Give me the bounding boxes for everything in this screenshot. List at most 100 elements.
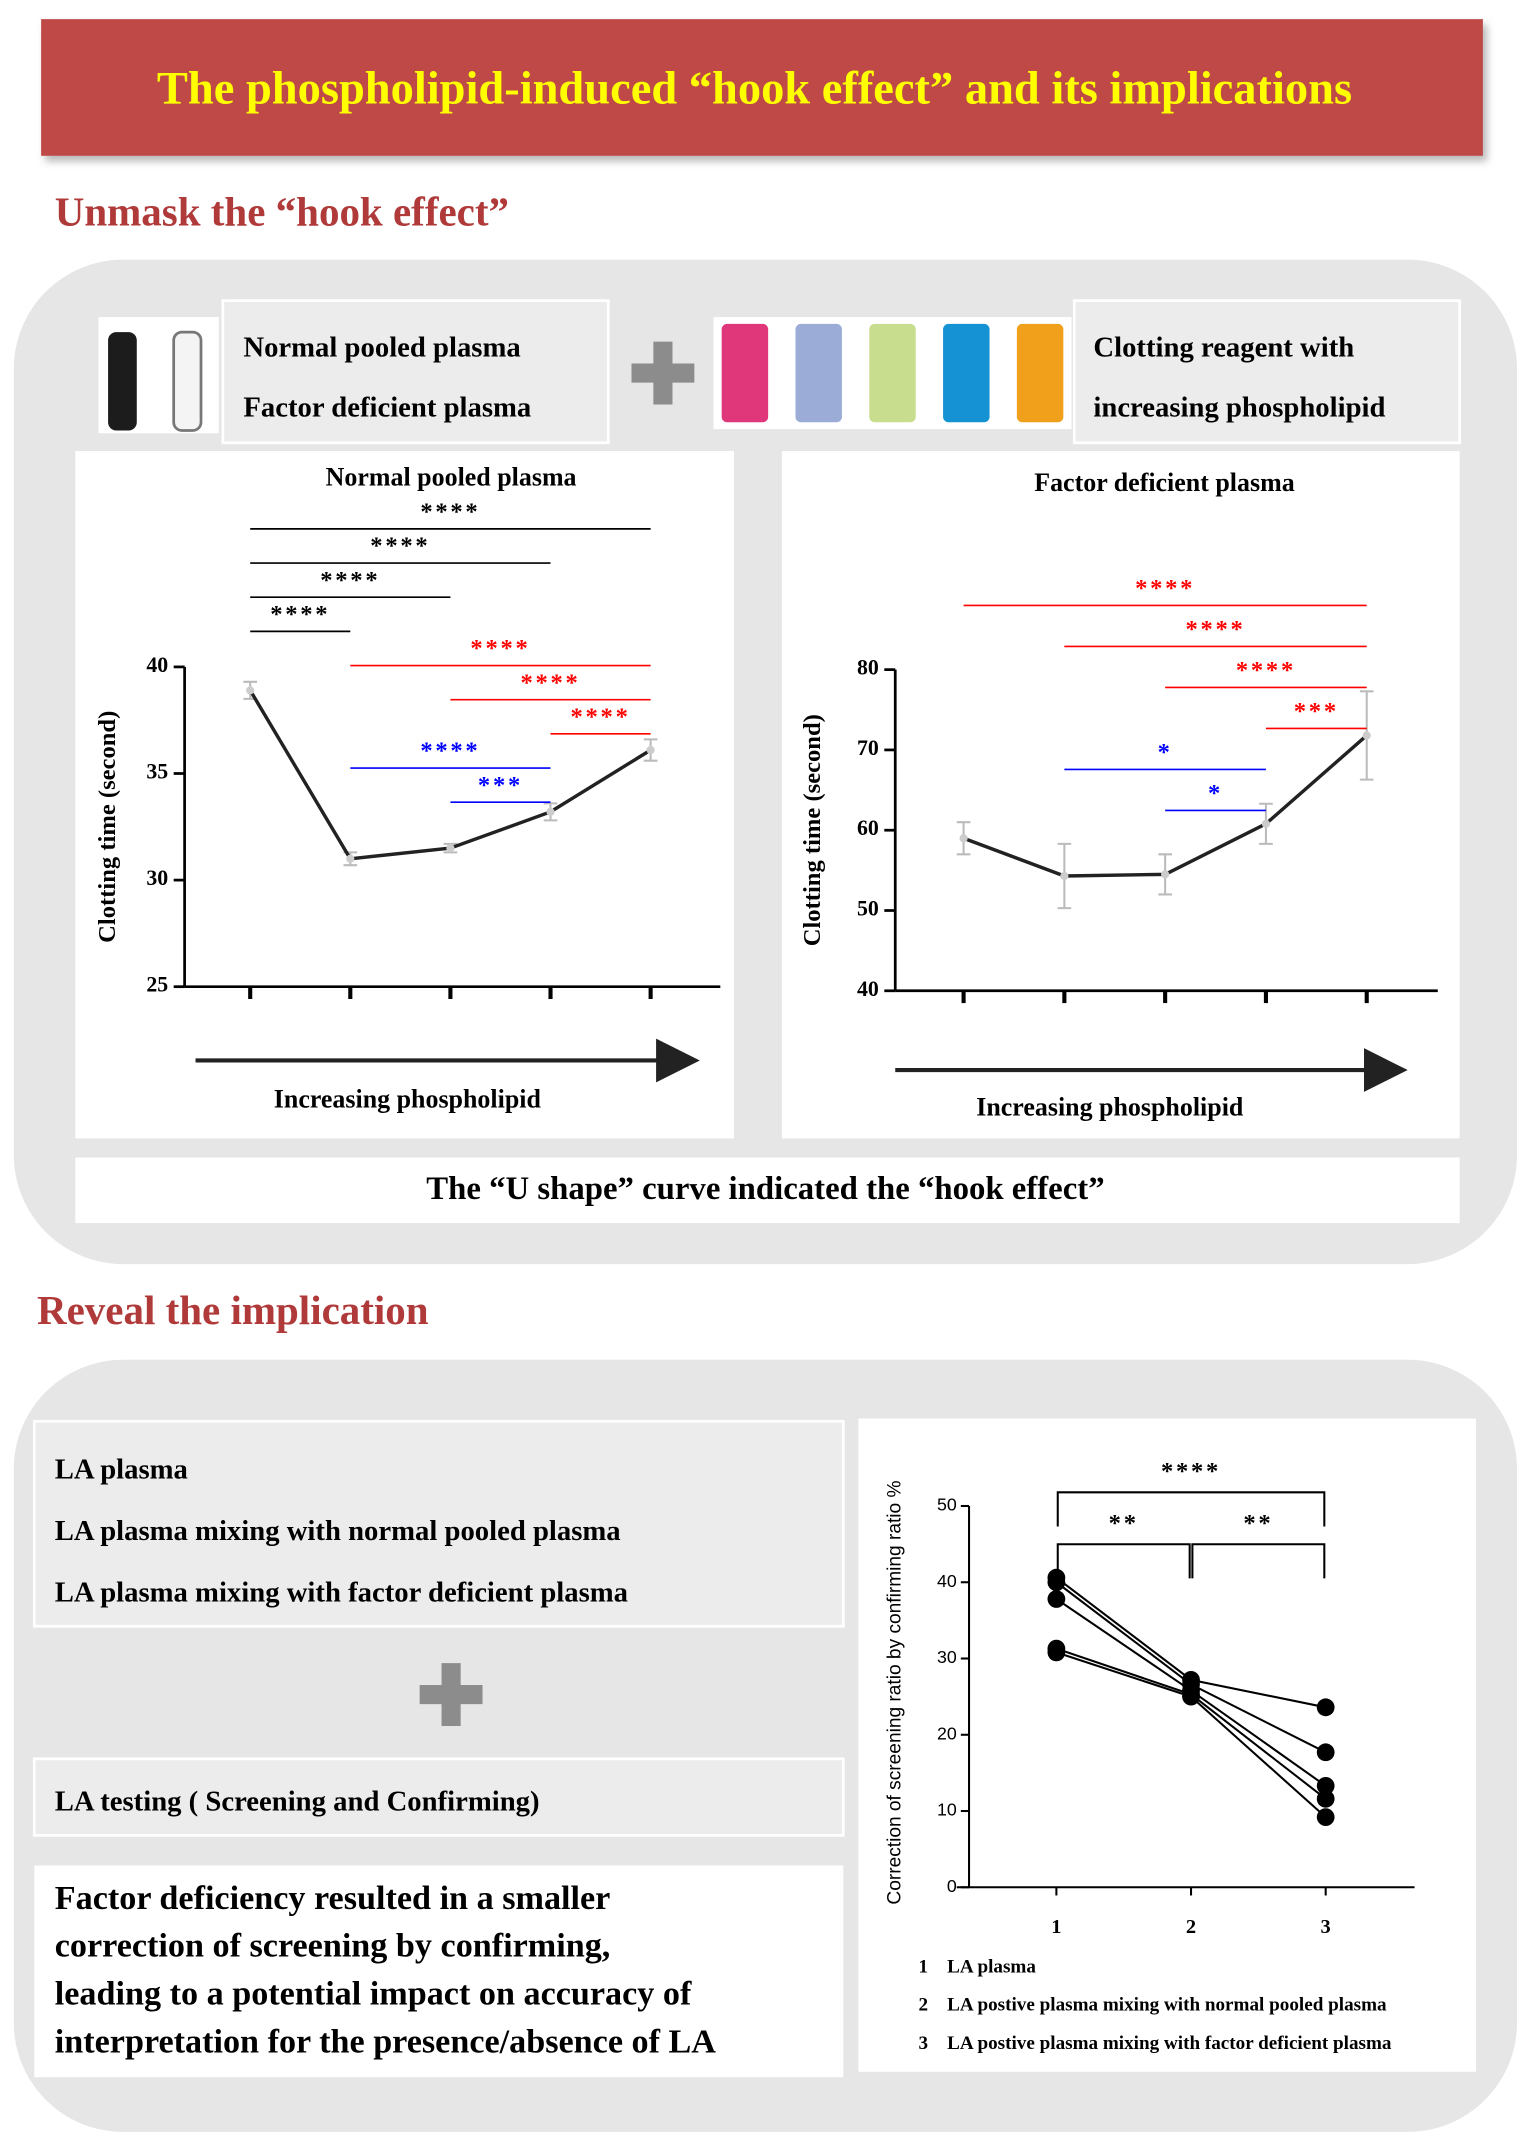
sample-label: Factor deficient plasma: [243, 392, 531, 424]
chart-panel: [858, 1418, 1477, 2072]
banner-title: The phospholipid-induced “hook effect” a…: [157, 64, 1352, 115]
y-tick-label: 25: [146, 973, 168, 997]
plus-icon: [419, 1663, 483, 1727]
reagent-tube: [1016, 323, 1064, 423]
conclusion-line: interpretation for the presence/absence …: [55, 2023, 717, 2060]
significance-label: *: [1208, 780, 1223, 807]
conclusion-line: leading to a potential impact on accurac…: [55, 1975, 692, 2012]
sample-label: LA plasma mixing with normal pooled plas…: [55, 1515, 621, 1547]
data-point: [1047, 1643, 1066, 1662]
y-axis-label: Correction of screening ratio by confirm…: [884, 1480, 905, 1904]
data-point: [546, 807, 555, 816]
banner: [41, 19, 1483, 156]
data-point: [346, 854, 355, 863]
significance-label: *: [1158, 739, 1173, 766]
y-axis-label: Clotting time (second): [94, 711, 121, 943]
y-tick-label: 70: [857, 736, 879, 760]
data-point: [1362, 731, 1371, 740]
text-box: [32, 1757, 845, 1837]
y-tick-label: 40: [146, 653, 168, 677]
text-box: [221, 299, 610, 445]
y-tick-label: 0: [947, 1876, 957, 1896]
data-point: [1316, 1698, 1335, 1717]
data-point: [1316, 1776, 1335, 1795]
y-tick-label: 30: [146, 866, 168, 890]
caption: The “U shape” curve indicated the “hook …: [426, 1171, 1104, 1207]
x-axis-label: Increasing phospholipid: [274, 1084, 542, 1113]
x-tick-label: 3: [1321, 1916, 1331, 1938]
conclusion-box: [34, 1865, 844, 2078]
note-key: 2: [918, 1995, 928, 2016]
y-tick-label: 20: [937, 1723, 957, 1743]
note-key: 1: [918, 1956, 928, 1977]
data-point: [959, 834, 968, 843]
note-text: LA postive plasma mixing with factor def…: [947, 2033, 1392, 2054]
significance-bracket: [1191, 1543, 1326, 1579]
significance-label: ****: [420, 498, 480, 525]
data-point: [246, 686, 255, 695]
arrow-head: [656, 1038, 700, 1083]
chart-panel: [781, 450, 1460, 1139]
conclusion-line: Factor deficiency resulted in a smaller: [55, 1880, 611, 1917]
chart-title: Normal pooled plasma: [326, 463, 577, 492]
significance-label: ****: [370, 533, 430, 560]
significance-bracket: [1056, 1543, 1191, 1579]
data-point: [1047, 1590, 1066, 1608]
y-tick-label: 35: [146, 760, 168, 784]
significance-label: **: [1109, 1510, 1139, 1537]
significance-label: ****: [1185, 616, 1245, 643]
y-tick-label: 50: [937, 1495, 957, 1515]
chart-title: Factor deficient plasma: [1034, 468, 1294, 497]
data-point: [1182, 1687, 1200, 1706]
data-point: [1261, 819, 1271, 828]
data-point: [1060, 871, 1069, 881]
data-point: [646, 745, 655, 755]
reagent-label: Clotting reagent with: [1093, 331, 1354, 363]
significance-label: ****: [470, 635, 530, 662]
data-point: [1316, 1808, 1335, 1827]
significance-label: ****: [320, 567, 380, 594]
y-tick-label: 40: [937, 1571, 957, 1591]
significance-label: **: [1243, 1510, 1273, 1537]
reagent-tube: [943, 323, 990, 423]
note-text: LA plasma: [947, 1956, 1036, 1977]
y-tick-label: 80: [857, 656, 879, 680]
reagent-tube: [721, 323, 769, 423]
tube: [172, 330, 203, 432]
sample-label: Normal pooled plasma: [243, 331, 520, 363]
x-axis-label: Increasing phospholipid: [976, 1093, 1244, 1122]
data-point: [1316, 1743, 1335, 1762]
note-text: LA postive plasma mixing with normal poo…: [947, 1995, 1387, 2016]
data-point: [1047, 1573, 1066, 1592]
y-axis-label: Clotting time (second): [799, 714, 826, 946]
significance-label: ****: [420, 738, 480, 765]
x-tick-label: 2: [1186, 1916, 1196, 1938]
significance-label: ****: [270, 601, 330, 628]
y-tick-label: 40: [857, 977, 879, 1001]
significance-label: ***: [1294, 698, 1339, 725]
section-heading: Unmask the “hook effect”: [55, 188, 509, 234]
significance-label: ****: [1161, 1458, 1221, 1485]
significance-label: ****: [520, 669, 580, 696]
significance-label: ****: [1236, 657, 1296, 684]
tube: [108, 332, 137, 431]
sample-label: LA plasma mixing with factor deficient p…: [55, 1576, 628, 1608]
y-tick-label: 60: [857, 816, 879, 840]
x-tick-label: 1: [1051, 1916, 1061, 1938]
significance-label: ***: [478, 772, 523, 799]
y-tick-label: 30: [937, 1647, 957, 1667]
reagent-tube: [869, 323, 916, 423]
caption-box: [75, 1157, 1460, 1224]
data-point: [446, 844, 455, 853]
text-box: [32, 1419, 845, 1628]
section-heading: Reveal the implication: [37, 1287, 429, 1333]
significance-bracket: [1056, 1491, 1326, 1527]
data-point: [1161, 870, 1170, 879]
reagent-label: increasing phospholipid: [1093, 392, 1385, 424]
sample-label: LA plasma: [55, 1453, 188, 1485]
text-box: [1072, 299, 1462, 445]
conclusion-line: correction of screening by confirming,: [55, 1928, 611, 1965]
note-key: 3: [918, 2033, 928, 2054]
